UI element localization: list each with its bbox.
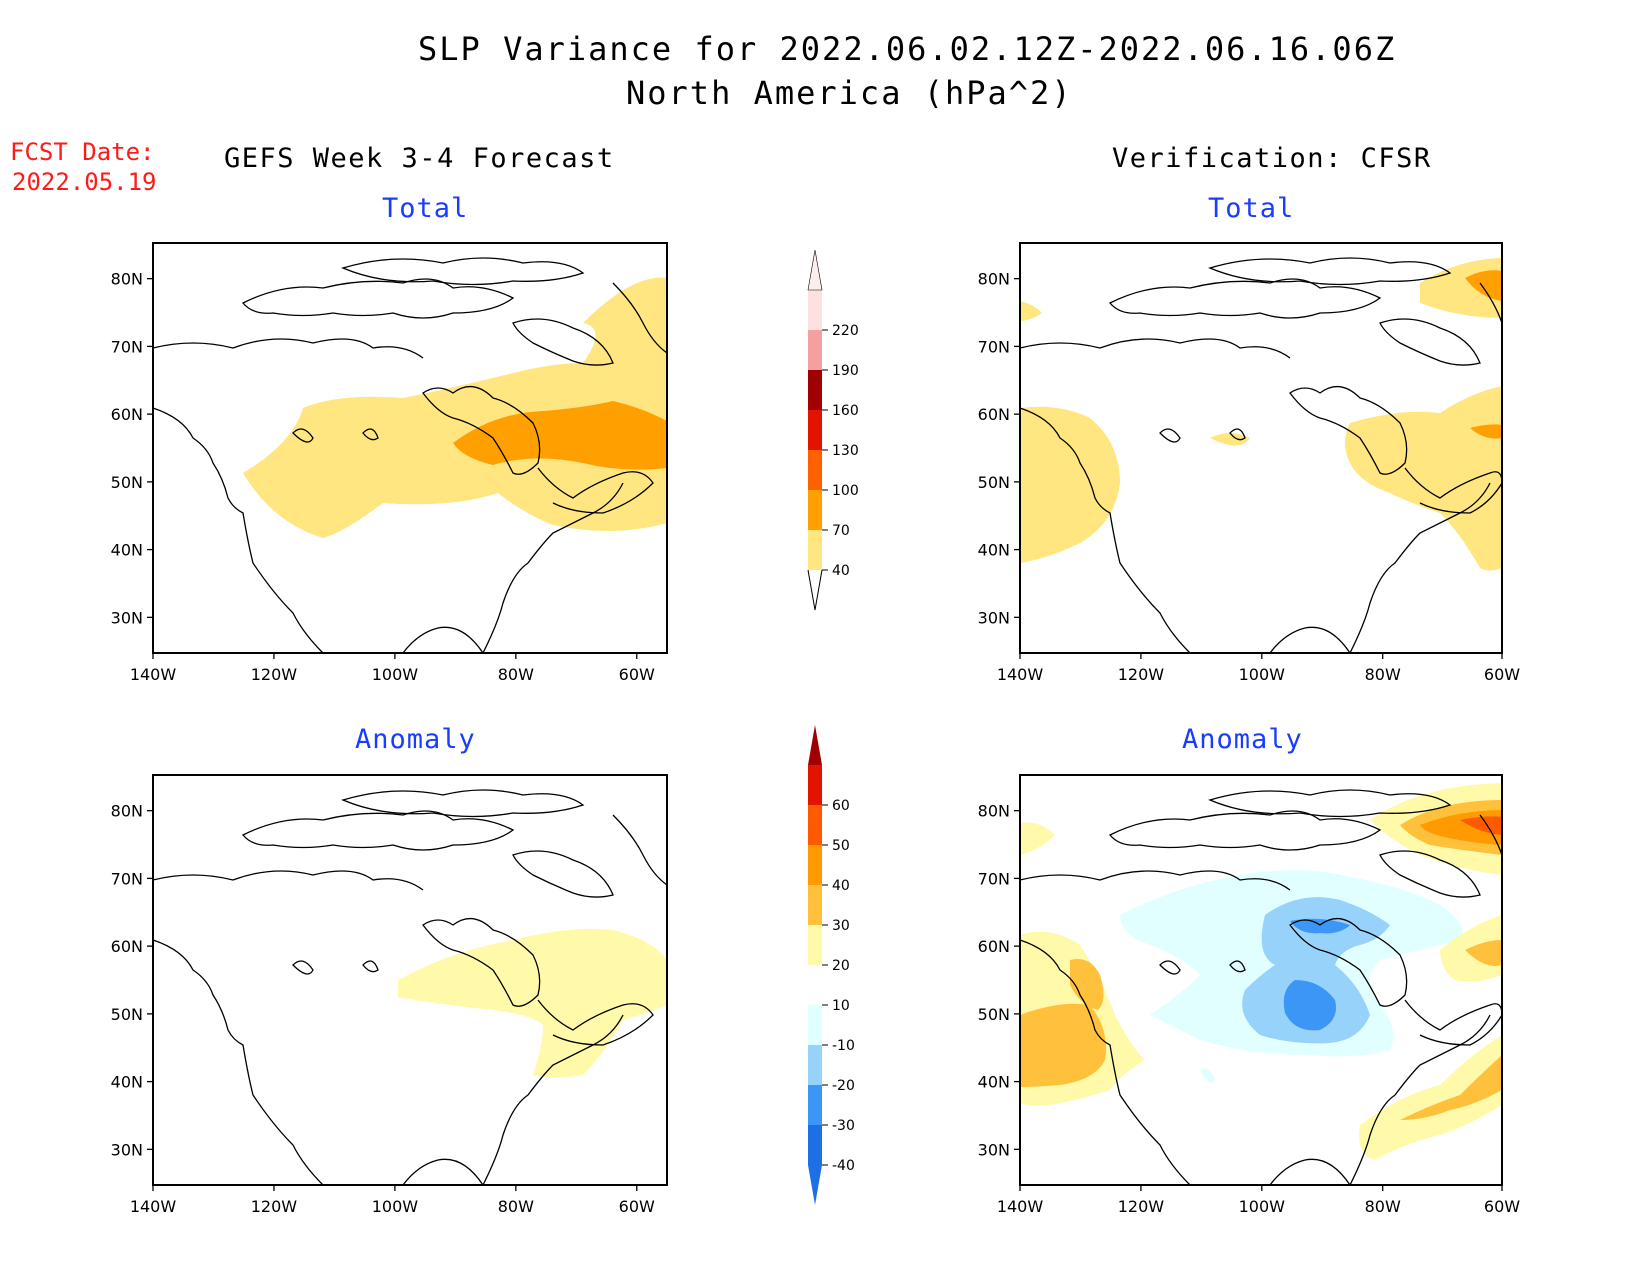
variance-40-region-center <box>1210 433 1250 446</box>
variance-70-region <box>453 401 667 470</box>
coastlines <box>1019 789 1503 1186</box>
anomaly-20-region-southeast <box>1400 1055 1502 1120</box>
contour-fills <box>243 277 668 538</box>
contour-fills <box>1020 783 1502 1160</box>
anomaly-10-region <box>398 928 667 1078</box>
variance-40-region-east <box>1345 386 1502 571</box>
left-column-heading: GEFS Week 3-4 Forecast <box>224 143 615 174</box>
anomaly-20-region-west <box>1020 1003 1106 1087</box>
panel-subtitle-cfsr-total: Total <box>1208 193 1295 224</box>
variance-70-region-east <box>1470 424 1502 439</box>
anomaly-neg10-region-small <box>1200 1068 1215 1083</box>
anomaly-neg30-region-center <box>1283 980 1336 1031</box>
contour-fills <box>398 928 667 1078</box>
coastlines <box>1019 257 1503 654</box>
contour-fills <box>1020 258 1505 571</box>
right-column-heading: Verification: CFSR <box>1112 143 1432 174</box>
panel-subtitle-cfsr-anomaly: Anomaly <box>1182 724 1303 755</box>
anomaly-40-region-northeast <box>1460 816 1502 835</box>
variance-40-region-west <box>1020 406 1120 563</box>
anomaly-20-region-coast <box>1070 959 1104 1010</box>
main-subtitle: North America (hPa^2) <box>626 74 1073 112</box>
anomaly-20-region-east <box>1465 940 1502 966</box>
fcst-date-value: 2022.05.19 <box>12 168 157 196</box>
coastlines <box>152 257 668 654</box>
variance-40-region <box>243 277 668 538</box>
map-frame <box>152 242 668 654</box>
panel-subtitle-gefs-anomaly: Anomaly <box>355 724 476 755</box>
main-title: SLP Variance for 2022.06.02.12Z-2022.06.… <box>418 30 1397 68</box>
variance-40-region-alaska <box>1020 301 1042 321</box>
map-frame <box>1019 774 1503 1186</box>
anomaly-neg20-region <box>1242 897 1390 1044</box>
panel-subtitle-gefs-total: Total <box>382 193 469 224</box>
variance-70-region-northeast <box>1465 270 1502 301</box>
map-frame <box>1019 242 1503 654</box>
map-frame <box>152 774 668 1186</box>
coastlines <box>152 789 668 1186</box>
anomaly-10-region-alaska <box>1020 822 1055 855</box>
anomaly-neg30-region <box>1290 918 1350 934</box>
anomaly-10-region-southeast <box>1359 1035 1502 1160</box>
fcst-date-label: FCST Date: <box>10 138 155 166</box>
